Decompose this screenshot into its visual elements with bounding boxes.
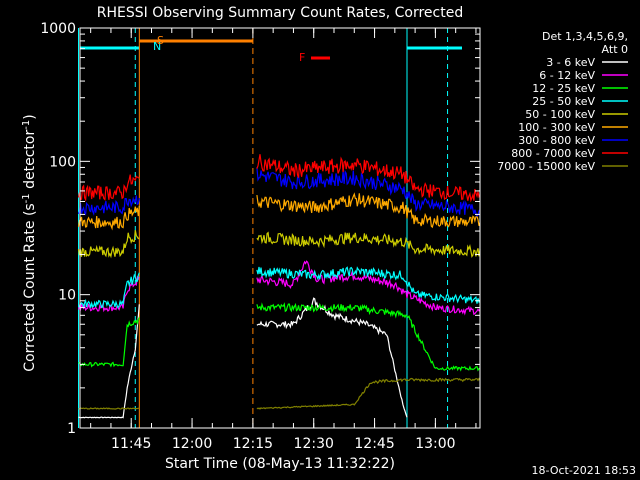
legend-entry-label: 800 - 7000 keV [511, 147, 595, 160]
plot-frame [79, 27, 481, 429]
series-line-1-1 [256, 260, 481, 316]
y-tick-label: 1000 [40, 21, 76, 37]
y-tick-label: 100 [49, 154, 76, 170]
series-line-6-1 [256, 167, 481, 217]
y-tick-label: 10 [58, 288, 76, 304]
legend-entry-label: 7000 - 15000 keV [497, 160, 595, 173]
x-tick-label: 12:45 [354, 436, 394, 452]
series-line-4-0 [77, 230, 140, 259]
series-line-3-1 [256, 266, 481, 304]
flag-s-label: S [157, 34, 164, 47]
x-tick-label: 12:30 [294, 436, 334, 452]
y-axis-label: Corrected Count Rate (s-1 detector-1) [21, 114, 39, 371]
flag-n-label: N [153, 40, 161, 53]
series-line-5-1 [256, 192, 481, 229]
series-line-4-1 [256, 231, 481, 258]
series-line-3-0 [78, 272, 140, 310]
chart-title: RHESSI Observing Summary Count Rates, Co… [97, 5, 463, 21]
x-axis-label: Start Time (08-May-13 11:32:22) [165, 456, 395, 472]
legend-entry-label: 6 - 12 keV [539, 69, 595, 82]
x-tick-label: 12:00 [172, 436, 212, 452]
series-line-1-0 [77, 275, 140, 313]
flag-f-label: F [299, 51, 305, 64]
series-line-2-0 [78, 317, 140, 368]
series-line-0-0 [78, 304, 140, 419]
legend-entry-label: 3 - 6 keV [546, 56, 595, 69]
series-line-5-0 [77, 205, 140, 231]
legend-entry-label: 50 - 100 keV [525, 108, 595, 121]
y-tick-label: 1 [67, 421, 76, 437]
legend-entry-label: 12 - 25 keV [532, 82, 595, 95]
x-tick-label: 11:45 [111, 436, 151, 452]
series-line-7-0 [77, 174, 140, 202]
series-line-8-0 [78, 407, 140, 410]
series-line-8-1 [256, 377, 481, 410]
series-line-6-0 [77, 195, 140, 216]
x-tick-label: 13:00 [415, 436, 455, 452]
legend-entry-label: 300 - 800 keV [518, 134, 595, 147]
series-line-0-1 [256, 297, 408, 418]
series-line-7-1 [256, 154, 481, 203]
legend-header: Det 1,3,4,5,6,9, [542, 30, 628, 43]
x-tick-label: 12:15 [233, 436, 273, 452]
legend-entry-label: 25 - 50 keV [532, 95, 595, 108]
series-line-2-1 [256, 302, 481, 372]
legend-header: Att 0 [602, 43, 628, 56]
footer-timestamp: 18-Oct-2021 18:53 [532, 464, 636, 477]
legend-entry-label: 100 - 300 keV [518, 121, 595, 134]
